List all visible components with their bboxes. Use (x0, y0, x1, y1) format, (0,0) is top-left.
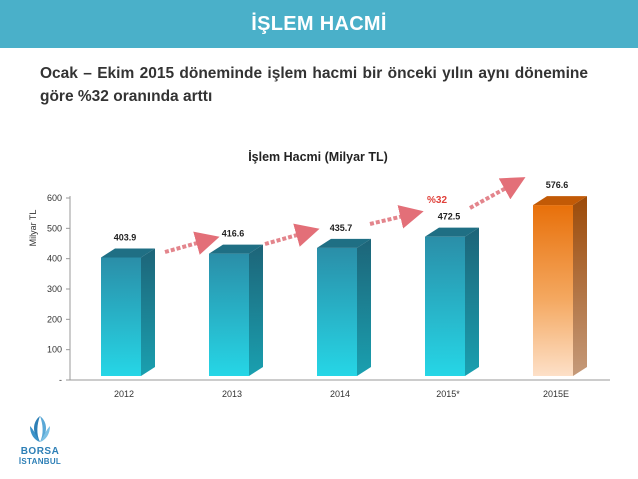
x-tick-label: 2015E (543, 389, 569, 399)
bar-top (425, 227, 479, 237)
trend-arrow (264, 223, 320, 247)
trend-arrow (369, 205, 424, 229)
bar-top (533, 196, 587, 206)
x-tick-label: 2013 (222, 389, 242, 399)
bar-side (141, 248, 155, 376)
bar-top (209, 244, 263, 254)
bar-top (317, 238, 371, 248)
bar-front (317, 247, 357, 376)
bar-top (101, 248, 155, 258)
bar-side (465, 227, 479, 376)
bar-side (357, 238, 371, 376)
growth-annotation: %32 (427, 195, 447, 206)
y-tick-label: 100 (47, 345, 62, 355)
logo-text-borsa: BORSA (20, 446, 60, 457)
tulip-logo-icon (30, 416, 50, 442)
bar-side (249, 244, 263, 376)
borsa-istanbul-logo: BORSA İSTANBUL (12, 412, 68, 474)
bar-value-label: 403.9 (114, 232, 137, 242)
bar-front (101, 257, 141, 376)
y-tick-label: 200 (47, 314, 62, 324)
bar-value-label: 435.7 (330, 223, 353, 233)
y-tick-label: 500 (47, 223, 62, 233)
subtitle-text: Ocak – Ekim 2015 döneminde işlem hacmi b… (40, 65, 588, 105)
chart-title: İşlem Hacmi (Milyar TL) (248, 149, 388, 164)
x-tick-label: 2015* (436, 389, 460, 399)
bar-value-label: 472.5 (438, 212, 461, 222)
chart-marks: - 100 200 300 400 500 600 403.9 2012 416.6 2013 435… (47, 177, 610, 399)
y-tick-label: - (59, 375, 62, 385)
y-tick-label: 400 (47, 254, 62, 264)
page-title: İŞLEM HACMİ (251, 12, 387, 35)
x-tick-label: 2014 (330, 389, 350, 399)
y-tick-label: 300 (47, 284, 62, 294)
bar-front (533, 205, 573, 376)
trend-arrow (164, 231, 220, 255)
bar-value-label: 416.6 (222, 229, 245, 239)
logo-text-istanbul: İSTANBUL (18, 457, 62, 466)
trend-arrow (469, 177, 526, 210)
bar-side (573, 196, 587, 376)
y-tick-label: 600 (47, 193, 62, 203)
bar-front (425, 236, 465, 376)
bar-front (209, 253, 249, 376)
y-axis-label: Milyar TL (28, 210, 38, 247)
x-tick-label: 2012 (114, 389, 134, 399)
bar-value-label: 576.6 (546, 180, 569, 190)
header-banner: İŞLEM HACMİ (0, 0, 638, 48)
